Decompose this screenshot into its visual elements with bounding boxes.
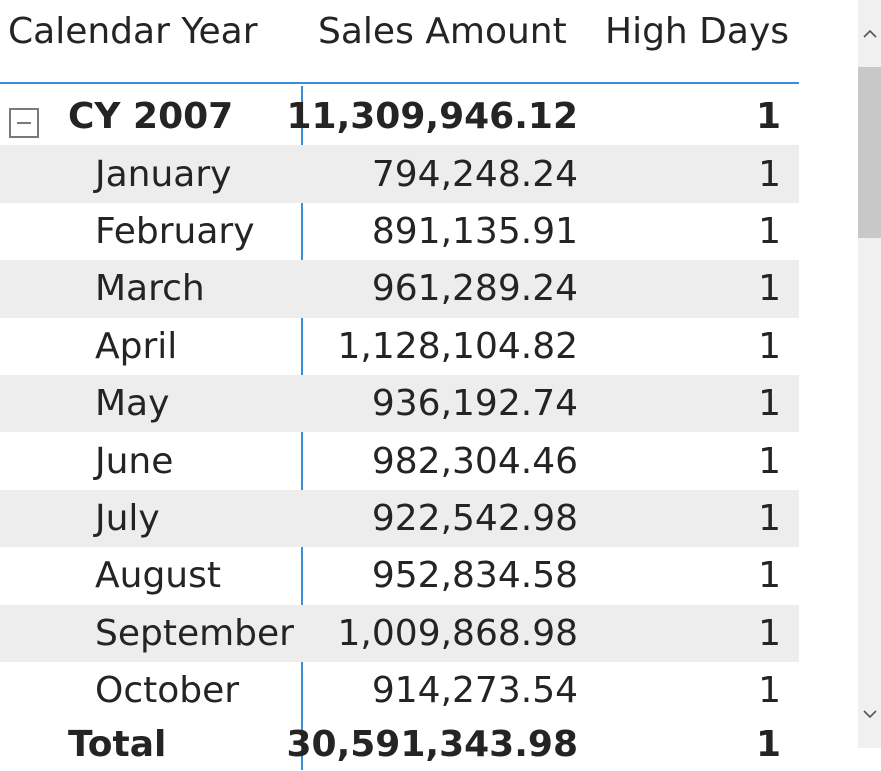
- month-high-days: 1: [758, 555, 781, 597]
- total-row: Total 30,591,343.98 1: [0, 718, 799, 770]
- column-header-sales-amount[interactable]: Sales Amount: [318, 11, 567, 52]
- month-high-days: 1: [758, 383, 781, 425]
- month-label: July: [95, 497, 160, 539]
- month-high-days: 1: [758, 670, 781, 712]
- month-sales-amount: 891,135.91: [371, 210, 578, 252]
- month-high-days: 1: [758, 210, 781, 252]
- matrix-visual: Calendar Year Sales Amount High Days CY …: [0, 0, 799, 770]
- year-sales-amount: 11,309,946.12: [286, 96, 578, 138]
- total-high-days: 1: [755, 723, 781, 765]
- month-sales-amount: 1,128,104.82: [337, 325, 578, 367]
- month-sales-amount: 922,542.98: [371, 497, 578, 539]
- month-sales-amount: 982,304.46: [371, 440, 578, 482]
- column-header-high-days[interactable]: High Days: [605, 11, 790, 52]
- month-sales-amount: 794,248.24: [371, 153, 578, 195]
- scrollbar-thumb[interactable]: [858, 67, 881, 238]
- table-row[interactable]: September 1,009,868.98 1: [0, 604, 799, 662]
- chevron-down-icon[interactable]: [858, 692, 881, 736]
- total-label: Total: [68, 723, 167, 765]
- month-sales-amount: 961,289.24: [371, 268, 578, 310]
- month-label: February: [95, 210, 255, 252]
- table-row[interactable]: August 952,834.58 1: [0, 547, 799, 604]
- table-row[interactable]: June 982,304.46 1: [0, 432, 799, 489]
- table-row[interactable]: July 922,542.98 1: [0, 489, 799, 548]
- column-header-row: Calendar Year Sales Amount High Days: [0, 0, 799, 84]
- column-header-calendar-year[interactable]: Calendar Year: [8, 11, 258, 52]
- year-label: CY 2007: [68, 96, 234, 138]
- month-label: March: [95, 268, 205, 310]
- year-row[interactable]: CY 2007 11,309,946.12 1: [0, 88, 799, 145]
- chevron-up-icon[interactable]: [858, 12, 881, 56]
- month-label: September: [95, 612, 294, 654]
- month-sales-amount: 914,273.54: [371, 670, 578, 712]
- month-label: August: [95, 555, 221, 597]
- month-sales-amount: 1,009,868.98: [337, 612, 578, 654]
- table-row[interactable]: February 891,135.91 1: [0, 203, 799, 260]
- month-label: April: [95, 325, 178, 367]
- total-sales-amount: 30,591,343.98: [286, 723, 578, 765]
- table-row[interactable]: May 936,192.74 1: [0, 374, 799, 433]
- year-high-days: 1: [755, 96, 781, 138]
- month-label: May: [95, 383, 170, 425]
- matrix-body: CY 2007 11,309,946.12 1 January 794,248.…: [0, 88, 799, 719]
- month-sales-amount: 952,834.58: [371, 555, 578, 597]
- table-row[interactable]: March 961,289.24 1: [0, 260, 799, 318]
- month-sales-amount: 936,192.74: [371, 383, 578, 425]
- month-label: January: [95, 153, 232, 195]
- month-high-days: 1: [758, 325, 781, 367]
- month-high-days: 1: [758, 440, 781, 482]
- table-row[interactable]: April 1,128,104.82 1: [0, 318, 799, 375]
- month-high-days: 1: [758, 153, 781, 195]
- table-row[interactable]: January 794,248.24 1: [0, 145, 799, 203]
- month-high-days: 1: [758, 612, 781, 654]
- month-label: June: [95, 440, 174, 482]
- month-high-days: 1: [758, 268, 781, 310]
- table-row[interactable]: October 914,273.54 1: [0, 662, 799, 719]
- month-high-days: 1: [758, 497, 781, 539]
- month-label: October: [95, 670, 240, 712]
- collapse-minus-icon[interactable]: [9, 108, 39, 138]
- vertical-scrollbar[interactable]: [858, 0, 881, 748]
